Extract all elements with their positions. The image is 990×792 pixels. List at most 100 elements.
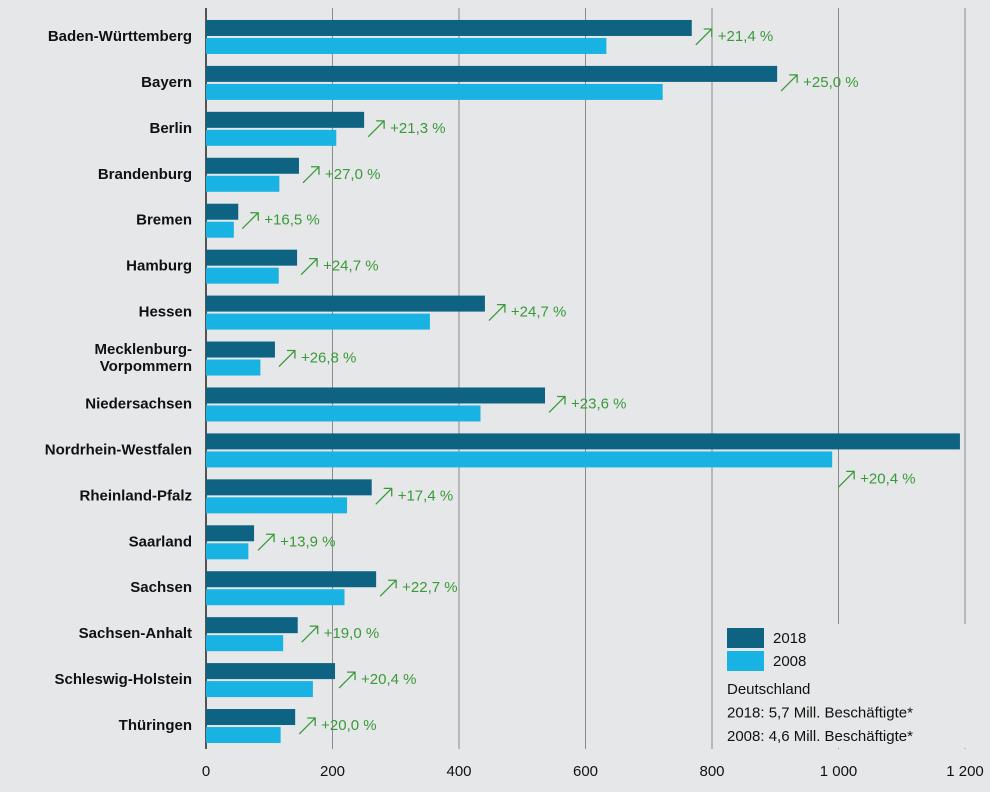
arrow-icon xyxy=(695,28,713,46)
annotation: +20,4 % xyxy=(361,671,416,688)
bar xyxy=(206,479,372,496)
y-tick-label: Nordrhein-Westfalen xyxy=(45,441,192,458)
annotation: +25,0 % xyxy=(803,74,858,91)
y-tick-label: Baden-Württemberg xyxy=(48,28,192,45)
bar xyxy=(206,589,345,606)
growth-annotation: +20,0 % xyxy=(298,717,377,735)
growth-annotation: +17,4 % xyxy=(375,487,453,505)
bar xyxy=(206,663,336,680)
arrow-icon xyxy=(488,303,506,322)
bar xyxy=(206,157,299,174)
y-tick-label: Berlin xyxy=(149,120,192,137)
arrow-icon xyxy=(301,625,319,643)
y-tick-label: Sachsen xyxy=(130,579,192,596)
bar xyxy=(206,65,778,82)
bar xyxy=(206,249,298,266)
y-tick-label: Thüringen xyxy=(119,717,192,734)
y-tick-label: Mecklenburg-Vorpommern xyxy=(94,341,192,375)
growth-annotation: +22,7 % xyxy=(379,579,458,597)
y-tick-label: Sachsen-Anhalt xyxy=(79,625,192,642)
bar xyxy=(206,129,337,146)
annotation: +20,4 % xyxy=(860,470,915,487)
bar xyxy=(206,451,833,468)
bar xyxy=(206,525,255,542)
growth-annotation: +13,9 % xyxy=(257,533,336,551)
y-tick-label: Bayern xyxy=(141,74,192,91)
annotation: +19,0 % xyxy=(324,625,379,642)
bar xyxy=(206,387,546,404)
growth-annotation: +24,7 % xyxy=(488,303,566,322)
arrow-icon xyxy=(241,212,259,230)
annotation: +24,7 % xyxy=(511,304,566,321)
y-tick-label: Saarland xyxy=(129,533,192,550)
bar xyxy=(206,359,261,376)
arrow-icon xyxy=(548,395,566,413)
bar xyxy=(206,313,430,330)
annotation: +13,9 % xyxy=(280,533,335,550)
legend-label: 2008 xyxy=(773,653,806,670)
annotation: +22,7 % xyxy=(402,579,457,596)
annotation: +21,3 % xyxy=(390,120,445,137)
x-tick-label: 200 xyxy=(320,763,345,780)
annotation: +23,6 % xyxy=(571,395,626,412)
bar xyxy=(206,571,377,588)
bar xyxy=(206,727,281,744)
x-tick-label: 400 xyxy=(446,763,471,780)
arrow-icon xyxy=(278,349,296,367)
growth-annotation: +21,3 % xyxy=(367,120,446,138)
arrow-icon xyxy=(300,258,318,276)
growth-annotation: +21,4 % xyxy=(695,28,773,46)
bar xyxy=(206,681,313,698)
growth-annotation: +20,4 % xyxy=(837,470,916,488)
legend-swatch xyxy=(727,628,764,648)
legend-label: 2018 xyxy=(773,630,806,647)
bar xyxy=(206,617,298,634)
bar xyxy=(206,709,296,726)
y-tick-label: Rheinland-Pfalz xyxy=(79,487,192,504)
y-tick-label: Hamburg xyxy=(126,258,192,275)
bar xyxy=(206,83,663,100)
note: Deutschland xyxy=(727,681,810,698)
bar xyxy=(206,111,365,128)
y-tick-label: Bremen xyxy=(136,212,192,229)
bar xyxy=(206,221,234,238)
x-tick-label: 1 000 xyxy=(820,763,858,780)
growth-annotation: +25,0 % xyxy=(780,74,859,92)
y-tick-label: Niedersachsen xyxy=(85,395,192,412)
arrow-icon xyxy=(837,470,855,488)
bar xyxy=(206,341,275,358)
bar xyxy=(206,175,280,192)
growth-annotation: +24,7 % xyxy=(300,258,379,276)
legend-swatch xyxy=(727,651,764,671)
arrow-icon xyxy=(367,120,385,138)
arrow-icon xyxy=(780,74,798,92)
bar xyxy=(206,543,249,560)
growth-annotation: +20,4 % xyxy=(338,671,416,689)
arrow-icon xyxy=(375,487,393,505)
growth-annotation: +19,0 % xyxy=(301,625,379,643)
bar xyxy=(206,497,348,514)
growth-annotation: +16,5 % xyxy=(241,212,320,230)
arrow-icon xyxy=(298,717,316,735)
bar xyxy=(206,405,481,422)
x-tick-label: 0 xyxy=(202,763,210,780)
x-tick-label: 800 xyxy=(699,763,724,780)
x-tick-label: 600 xyxy=(573,763,598,780)
growth-annotation: +27,0 % xyxy=(302,166,380,184)
bar xyxy=(206,19,692,36)
bar xyxy=(206,295,485,312)
y-tick-label: Brandenburg xyxy=(98,166,192,183)
annotation: +24,7 % xyxy=(323,258,378,275)
y-tick-label: Hessen xyxy=(139,304,192,321)
arrow-icon xyxy=(379,579,397,597)
annotation: +27,0 % xyxy=(325,166,380,183)
annotation: +16,5 % xyxy=(264,212,319,229)
x-tick-label: 1 200 xyxy=(946,763,984,780)
growth-annotation: +23,6 % xyxy=(548,395,626,413)
annotation: +26,8 % xyxy=(301,350,356,367)
arrow-icon xyxy=(338,671,356,689)
note: 2018: 5,7 Mill. Beschäftigte* xyxy=(727,704,913,721)
annotation: +17,4 % xyxy=(398,487,453,504)
arrow-icon xyxy=(302,166,320,184)
